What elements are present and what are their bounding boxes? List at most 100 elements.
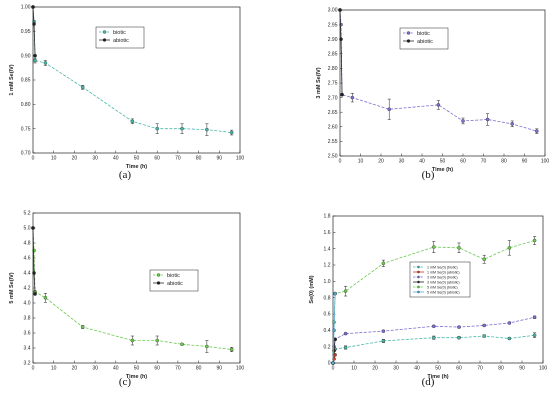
y-axis-label: 1 mM Se(IV) [9, 64, 15, 95]
series-1 [31, 226, 234, 353]
y-tick-label: 2.80 [328, 66, 338, 72]
y-tick-label: 2.85 [328, 52, 338, 58]
legend-label: abiotic [417, 39, 433, 45]
data-point [333, 291, 337, 296]
legend: 1 mM Se(0) (biotic)1 mM Se(0) (abiotic)3… [409, 261, 471, 298]
x-tick-label: 20 [72, 156, 78, 162]
x-tick-label: 60 [456, 366, 462, 372]
legend-swatch-marker [417, 265, 420, 269]
x-tick-label: 100 [236, 366, 245, 372]
panel-label: (d) [422, 376, 435, 388]
data-point [33, 53, 37, 58]
data-point [205, 127, 209, 132]
x-tick-label: 40 [113, 366, 119, 372]
x-axis-label: Time (h) [432, 167, 453, 173]
legend-label: 3 mM Se(0) (biotic) [427, 275, 458, 279]
y-tick-label: 1.8 [324, 214, 331, 220]
x-tick-label: 30 [92, 366, 98, 372]
data-point [33, 292, 37, 296]
legend-swatch-marker [417, 280, 420, 284]
legend-swatch-marker [417, 275, 420, 279]
data-point [340, 92, 344, 97]
panel-label: (c) [119, 376, 132, 388]
y-tick-label: 2.65 [328, 110, 338, 116]
x-tick-label: 50 [134, 366, 140, 372]
x-tick-label: 70 [477, 366, 483, 372]
y-tick-label: 1.0 [324, 279, 331, 285]
data-point [432, 335, 436, 340]
panel-label: (b) [422, 169, 435, 181]
data-point [31, 5, 35, 9]
data-point [180, 342, 184, 346]
series-6 [331, 291, 337, 365]
y-tick-label: 0.75 [21, 126, 31, 132]
data-point [130, 338, 135, 343]
data-point [205, 344, 209, 349]
data-point [482, 257, 486, 262]
legend: biotic abiotic [149, 269, 199, 292]
legend-label: biotic [167, 273, 180, 279]
x-tick-label: 20 [378, 159, 384, 165]
data-point [457, 325, 461, 329]
data-point [43, 61, 48, 65]
legend-label: abiotic [167, 281, 183, 287]
data-point [457, 335, 461, 340]
y-tick-label: 2.60 [328, 125, 338, 131]
y-tick-label: 1.00 [21, 5, 31, 11]
y-tick-label: 3.4 [24, 346, 31, 352]
panel-label: (a) [119, 169, 132, 181]
data-point [180, 126, 184, 131]
series-line [332, 316, 535, 364]
y-tick-label: 4.2 [24, 286, 31, 292]
x-tick-label: 50 [440, 159, 446, 165]
x-axis-label: Time (h) [427, 374, 448, 380]
data-point [155, 126, 159, 131]
data-point [432, 324, 436, 328]
legend-swatch-marker [417, 285, 420, 289]
y-tick-label: 5.0 [24, 226, 31, 232]
legend-label: abiotic [113, 38, 129, 44]
data-point [130, 119, 135, 124]
series-line [32, 6, 232, 133]
data-point [331, 361, 335, 365]
data-point [32, 271, 36, 275]
y-tick-label: 4.8 [24, 241, 31, 247]
data-point [32, 248, 36, 253]
y-tick-label: 2.90 [328, 37, 338, 43]
data-point [343, 289, 348, 293]
data-point [339, 22, 343, 27]
legend-swatch-marker [156, 273, 161, 277]
data-point [381, 339, 386, 343]
x-tick-label: 40 [419, 159, 425, 165]
y-axis-label: Se(0) (mM) [309, 275, 315, 303]
data-point [485, 117, 490, 122]
x-tick-label: 60 [460, 159, 466, 165]
data-point [80, 325, 85, 329]
y-tick-label: 0.4 [324, 328, 331, 334]
data-point [381, 261, 386, 266]
x-tick-label: 30 [393, 366, 399, 372]
y-tick-label: 4.0 [24, 301, 31, 307]
series-2 [31, 5, 37, 58]
x-tick-label: 80 [501, 159, 507, 165]
legend-swatch-marker [102, 30, 107, 34]
x-tick-label: 10 [358, 159, 364, 165]
y-tick-label: 0.2 [324, 344, 331, 350]
x-tick-label: 80 [196, 366, 202, 372]
x-tick-label: 20 [372, 366, 378, 372]
x-tick-label: 90 [522, 159, 528, 165]
x-tick-label: 10 [51, 366, 57, 372]
data-point [532, 333, 537, 337]
x-tick-label: 100 [541, 159, 550, 165]
y-tick-label: 1.6 [324, 230, 331, 236]
y-tick-label: 2.55 [328, 139, 338, 145]
data-point [535, 129, 539, 133]
y-tick-label: 0.90 [21, 53, 31, 59]
data-point [155, 338, 159, 343]
x-tick-label: 20 [72, 366, 78, 372]
data-point [507, 336, 512, 341]
y-tick-label: 1.4 [324, 246, 331, 252]
legend: biotic abiotic [399, 27, 449, 50]
x-tick-label: 80 [498, 366, 504, 372]
